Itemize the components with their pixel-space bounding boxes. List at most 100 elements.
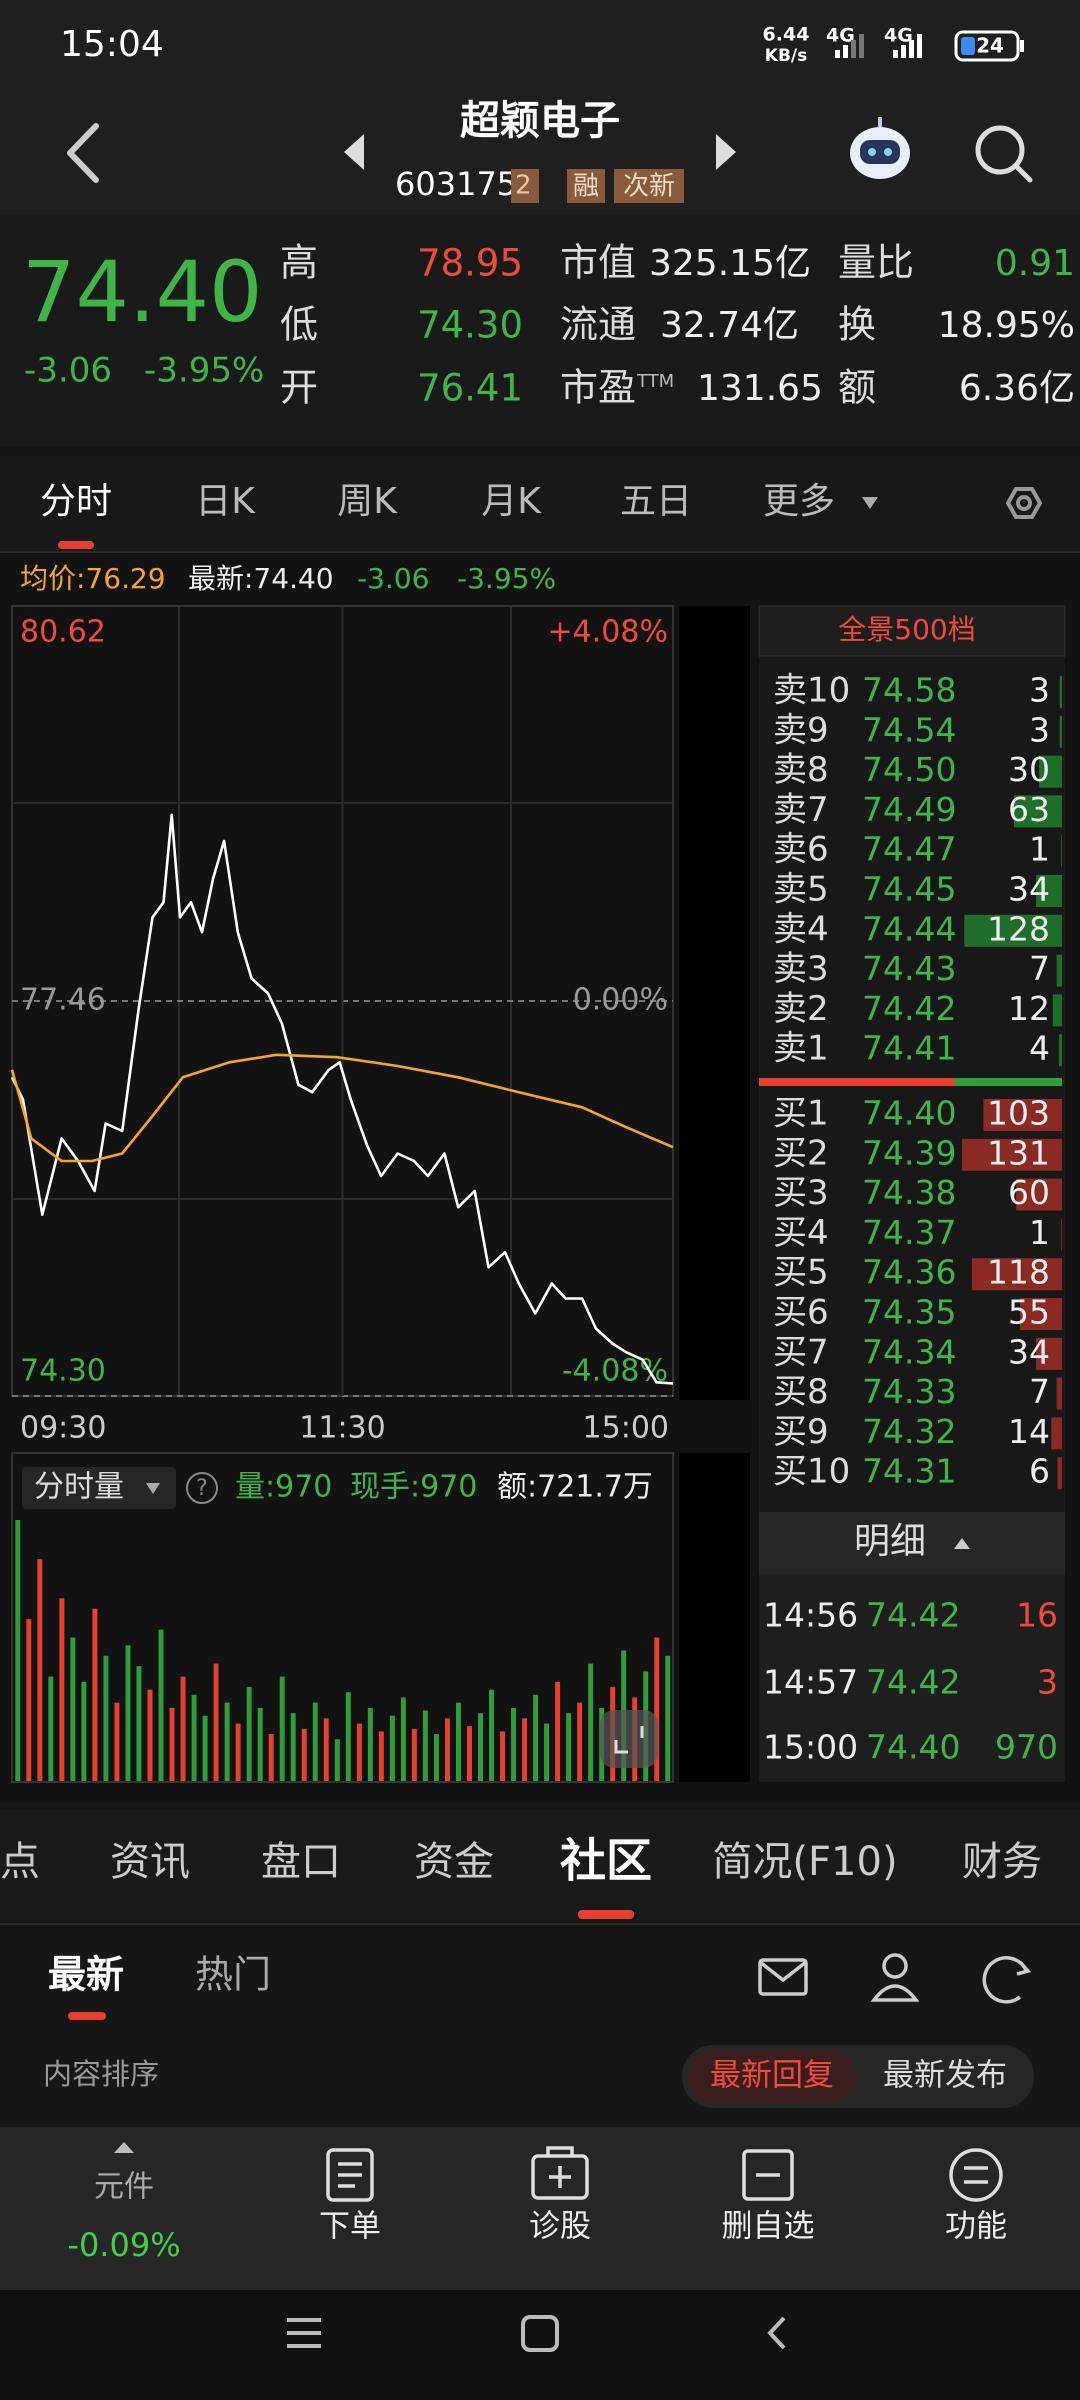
battery-tip xyxy=(1020,40,1024,52)
depth-bar xyxy=(971,1258,1062,1291)
chart-tab[interactable]: 更多 xyxy=(763,481,835,522)
nav-item[interactable]: 功能 xyxy=(945,2209,1007,2245)
section-tab[interactable]: 社区 xyxy=(560,1834,652,1888)
avg-price: 均价:76.29 xyxy=(20,562,166,595)
section-tab[interactable]: 资金 xyxy=(414,1839,494,1885)
volume-bar xyxy=(654,1637,660,1781)
ask-ratio-bar xyxy=(955,1078,1062,1086)
nav-item[interactable]: 诊股 xyxy=(529,2209,591,2245)
system-nav[interactable] xyxy=(287,2315,786,2352)
price-change: -3.06 xyxy=(24,351,112,391)
net-speed: 6.44 xyxy=(763,24,810,46)
trade-time: 14:57 xyxy=(763,1663,858,1702)
y-tick-label: 74.30 xyxy=(20,1354,106,1389)
stat-value: 74.30 xyxy=(417,304,523,347)
search-button[interactable] xyxy=(975,125,1033,183)
chart-tab[interactable]: 分时 xyxy=(40,481,112,522)
message-button[interactable] xyxy=(758,1958,808,1996)
depth-bar xyxy=(1016,1178,1062,1211)
expand-button[interactable] xyxy=(600,1710,658,1768)
signal-icon xyxy=(835,34,864,58)
level-price: 74.40 xyxy=(862,1094,956,1133)
level-label: 卖6 xyxy=(773,830,829,870)
stock-tag: 融 xyxy=(573,172,599,202)
section-tab[interactable]: 点 xyxy=(0,1839,40,1885)
chart-tab[interactable]: 周K xyxy=(337,481,398,522)
sort-option[interactable]: 最新回复 xyxy=(710,2058,834,2094)
trades-toggle[interactable] xyxy=(954,1538,970,1549)
sort-active-bg xyxy=(688,2050,856,2103)
y-tick-label: 80.62 xyxy=(20,615,106,650)
level-label: 卖3 xyxy=(773,949,829,989)
level-volume: 12 xyxy=(1008,989,1050,1028)
x-tick-label: 09:30 xyxy=(20,1411,106,1446)
chart-tab[interactable]: 五日 xyxy=(620,481,692,522)
volume-selector[interactable]: 分时量 xyxy=(34,1470,124,1505)
trades-header-bg xyxy=(759,1512,1065,1574)
next-stock[interactable] xyxy=(716,134,736,170)
chart-tab[interactable]: 日K xyxy=(195,481,256,522)
stat-label-sup: TTM xyxy=(636,371,674,392)
section-tab[interactable]: 财务 xyxy=(962,1839,1042,1885)
diagnose-icon xyxy=(531,2146,589,2200)
active-section-indicator xyxy=(578,1910,634,1919)
level-price: 74.47 xyxy=(862,830,956,869)
sub-tab[interactable]: 热门 xyxy=(195,1953,271,1997)
depth-bar xyxy=(1058,1034,1062,1067)
prev-stock[interactable] xyxy=(344,134,364,170)
volume-bar xyxy=(356,1723,362,1781)
ai-assistant[interactable] xyxy=(850,117,910,179)
depth-bar xyxy=(1020,1298,1062,1330)
chart-tab[interactable]: 月K xyxy=(481,481,542,522)
level-label: 买5 xyxy=(773,1253,829,1293)
trade-price: 74.42 xyxy=(866,1596,960,1635)
nav-item[interactable]: 删自选 xyxy=(722,2209,815,2245)
level-volume: 7 xyxy=(1029,949,1050,988)
volume-bar xyxy=(301,1728,307,1781)
stat-label: 市盈 xyxy=(560,366,636,410)
section-tab[interactable]: 盘口 xyxy=(261,1839,341,1885)
depth-bar xyxy=(1059,715,1062,748)
nav-item[interactable]: 下单 xyxy=(319,2209,381,2245)
volume-bar xyxy=(235,1723,241,1781)
order-book-header xyxy=(758,605,1066,657)
expand-icon xyxy=(614,1726,644,1754)
level-price: 74.58 xyxy=(862,671,956,710)
volume-bar xyxy=(136,1666,142,1781)
sort-option[interactable]: 最新发布 xyxy=(883,2058,1007,2094)
order-book-title: 全景500档 xyxy=(838,613,975,646)
info-change: -3.06 xyxy=(357,562,429,595)
level-label: 买9 xyxy=(773,1412,829,1452)
depth-bar xyxy=(1052,994,1062,1027)
back-button[interactable] xyxy=(67,123,99,183)
level-label: 买3 xyxy=(773,1173,829,1213)
stat-label: 市值 xyxy=(560,241,636,285)
level-price: 74.33 xyxy=(862,1372,956,1411)
level-volume: 34 xyxy=(1008,1332,1050,1371)
volume-bar xyxy=(544,1723,550,1781)
stat-value: 76.41 xyxy=(417,367,523,410)
stat-value: 78.95 xyxy=(417,242,523,285)
volume-selector-bg[interactable] xyxy=(22,1467,176,1509)
signal-label: 4G xyxy=(826,25,855,47)
volume-bar xyxy=(433,1734,439,1781)
trades-title[interactable]: 明细 xyxy=(854,1521,926,1562)
help-icon[interactable] xyxy=(186,1472,218,1504)
battery-text: 24 xyxy=(976,34,1004,58)
refresh-button[interactable] xyxy=(982,1956,1032,2004)
menu-icon xyxy=(949,2148,1003,2202)
section-tab[interactable]: 资讯 xyxy=(110,1839,190,1885)
volume-bar xyxy=(555,1681,561,1781)
index-name[interactable]: 元件 xyxy=(94,2170,154,2205)
profile-button[interactable] xyxy=(870,1953,920,2002)
index-expand[interactable] xyxy=(114,2142,134,2153)
tabs-bg xyxy=(0,456,1080,552)
section-tab[interactable]: 简况(F10) xyxy=(712,1839,897,1885)
stock-name: 超颖电子 xyxy=(460,98,620,144)
chart-settings[interactable] xyxy=(1005,487,1043,519)
level-label: 买6 xyxy=(773,1293,829,1333)
volume-bar xyxy=(345,1692,351,1781)
volume-bar xyxy=(202,1715,208,1781)
sub-tab[interactable]: 最新 xyxy=(48,1953,124,1997)
y2-tick-label: +4.08% xyxy=(548,615,668,650)
